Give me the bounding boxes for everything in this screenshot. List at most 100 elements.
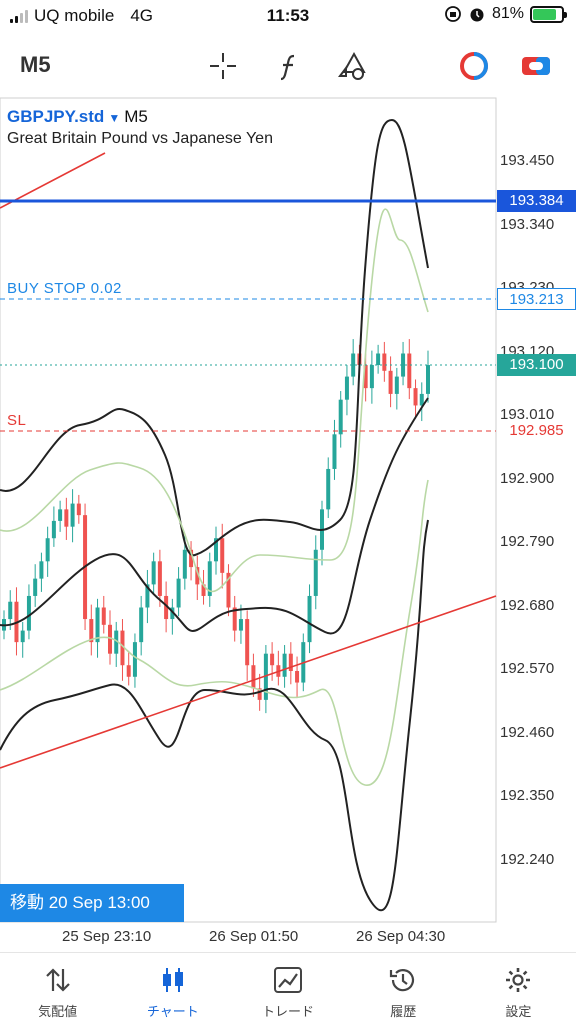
candle-body [376,353,381,366]
candle-body [108,624,112,654]
candle-body [151,561,156,585]
candle-body [351,353,356,377]
price-axis-label: 192.790 [500,533,555,550]
nav-label: 履歴 [390,1004,417,1019]
nav-label: トレード [262,1004,315,1019]
stop-loss-label[interactable]: SL [7,412,27,429]
candle-body [220,538,225,573]
one-click-trading-icon[interactable] [520,50,552,82]
candle-body [313,549,318,596]
candle-body [33,578,38,596]
trade-chart-icon [271,963,305,997]
stop-loss-price-tag[interactable]: 192.985 [497,420,576,442]
candle-body [164,595,169,620]
candle-body [120,630,125,666]
candle-body [245,619,250,666]
buy-stop-label[interactable]: BUY STOP 0.02 [7,280,122,297]
chart-toolbar: M5 [0,36,576,94]
bollinger-inner-upper [0,208,429,593]
candle-body [251,665,256,689]
candle-body [407,353,412,389]
candle-body [58,509,63,521]
candle-body [26,595,31,631]
candle-body [295,671,300,683]
battery-icon [530,5,567,23]
candle-body [114,630,119,654]
nav-label: 設定 [505,1004,532,1019]
crosshair-icon[interactable] [207,50,239,82]
candle-body [413,388,418,406]
shapes-icon[interactable] [336,50,368,82]
candle-body [51,520,56,539]
signal-strength-icon [10,9,28,23]
nav-history[interactable]: 履歴 [346,953,461,1024]
candle-body [232,607,237,631]
nav-label: チャート [146,1004,199,1019]
trendline-upper [0,152,106,209]
trade-toggle-icon[interactable] [458,50,490,82]
candle-body [326,468,331,510]
nav-trade[interactable]: トレード [230,953,345,1024]
function-icon[interactable] [273,50,305,82]
scroll-date-badge[interactable]: 移動 20 Sep 13:00 [0,884,184,922]
battery-percent: 81% [491,5,524,22]
candle-body [238,619,243,631]
candle-body [369,365,374,389]
symbol-name[interactable]: GBPJPY.std [7,107,105,126]
chart-frame [0,97,497,923]
candle-body [39,561,44,579]
candle-body [344,376,349,400]
price-axis-label: 192.350 [500,787,555,804]
trendline-lower [0,595,497,769]
nav-quotes[interactable]: 気配値 [0,953,115,1024]
candle-body [388,370,393,394]
symbol-header[interactable]: GBPJPY.std ▼ M5 [7,107,148,127]
candle-body [126,665,131,677]
candle-body [170,607,175,620]
symbol-dropdown-icon[interactable]: ▼ [108,111,121,125]
symbol-description: Great Britain Pound vs Japanese Yen [7,130,273,147]
candle-body [394,376,399,394]
candle-body [132,642,137,677]
price-axis-label: 192.570 [500,660,555,677]
buy-stop-price-tag[interactable]: 193.213 [497,288,576,310]
price-axis-label: 192.460 [500,723,555,741]
candle-body [401,353,406,377]
bollinger-bands [0,118,429,912]
history-clock-icon [386,963,420,997]
nav-settings[interactable]: 設定 [461,953,576,1024]
candle-body [195,567,200,585]
network-type: 4G [130,6,153,25]
bollinger-outer-upper [0,118,429,557]
nav-chart[interactable]: チャート [115,953,230,1024]
candle-body [363,365,368,389]
candle-body [307,595,312,643]
price-axis-label: 192.900 [500,469,555,487]
carrier-name: UQ mobile [34,6,115,25]
candle-body [8,601,13,620]
price-axis-label: 192.240 [500,850,555,868]
candle-body [288,653,293,671]
bottom-navigation: 気配値 チャート トレード 履歴 設定 [0,952,576,1024]
candle-body [257,688,262,700]
bollinger-middle [0,397,429,635]
candle-body [214,538,218,562]
price-axis-label: 192.680 [500,596,555,614]
timeframe-button[interactable]: M5 [20,52,51,77]
timeframe-label: M5 [124,107,148,126]
candle-body [76,503,81,516]
candle-body [207,561,212,596]
price-axis-label: 193.010 [500,406,555,423]
candle-body [263,653,268,700]
quotes-arrows-icon [41,963,75,997]
status-right: 81% [444,5,567,23]
candle-body [145,584,150,608]
candlestick-chart-icon [156,963,190,997]
candle-body [89,619,94,643]
bollinger-outer-lower [0,519,429,912]
candle-body [338,399,343,435]
candle-body [270,653,275,666]
candle-body [426,365,430,394]
price-axis-label: 193.340 [500,215,555,233]
